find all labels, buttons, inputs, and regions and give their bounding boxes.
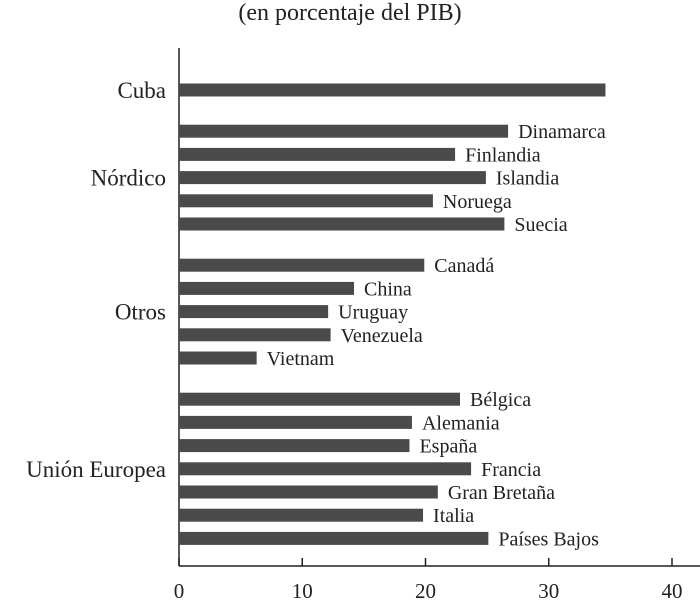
bar (179, 462, 472, 476)
chart-subtitle: (en porcentaje del PIB) (238, 0, 462, 26)
bar (179, 258, 425, 272)
bar (179, 217, 505, 231)
bar-label: Vietnam (267, 348, 335, 370)
bar-label: Francia (481, 459, 541, 481)
group-label: Nórdico (91, 166, 166, 191)
bar-label: Finlandia (465, 144, 541, 166)
bar (179, 531, 489, 545)
bar (179, 171, 486, 185)
bar-label: Bélgica (470, 389, 531, 411)
bar (179, 194, 433, 208)
bar (179, 508, 424, 522)
bar (179, 328, 331, 342)
group-label: Unión Europea (26, 457, 166, 482)
bar (179, 305, 329, 319)
bar-label: España (419, 436, 477, 458)
bar-label: Islandia (496, 168, 559, 190)
bar (179, 415, 412, 429)
group-label: Otros (115, 300, 166, 325)
bar (179, 392, 461, 406)
bar (179, 485, 438, 499)
bar-label: Italia (433, 505, 474, 527)
group-label: Cuba (117, 78, 166, 103)
bar-label: Alemania (422, 412, 500, 434)
x-tick-label: 10 (292, 579, 313, 603)
bar (179, 147, 456, 161)
bar-label: Venezuela (341, 325, 423, 347)
bar (179, 351, 257, 365)
x-tick-label: 0 (174, 579, 185, 603)
x-tick-label: 40 (662, 579, 683, 603)
bar (179, 281, 355, 295)
x-tick-label: 20 (415, 579, 436, 603)
axes: 0 10 20 30 40 Cuba Nórdico Otros Unión Europea (26, 48, 700, 603)
bar-label: Noruega (443, 191, 512, 213)
bar-label: Países Bajos (498, 528, 599, 550)
bar-label: Canadá (434, 255, 494, 277)
bar-label: Dinamarca (518, 121, 606, 143)
bar-label: China (364, 278, 412, 300)
bar-label: Uruguay (338, 302, 408, 324)
bar (179, 124, 509, 138)
bar (179, 83, 606, 97)
bar-label: Gran Bretaña (448, 482, 555, 504)
x-tick-label: 30 (538, 579, 559, 603)
bar (179, 439, 410, 453)
bar-label: Suecia (514, 214, 567, 236)
